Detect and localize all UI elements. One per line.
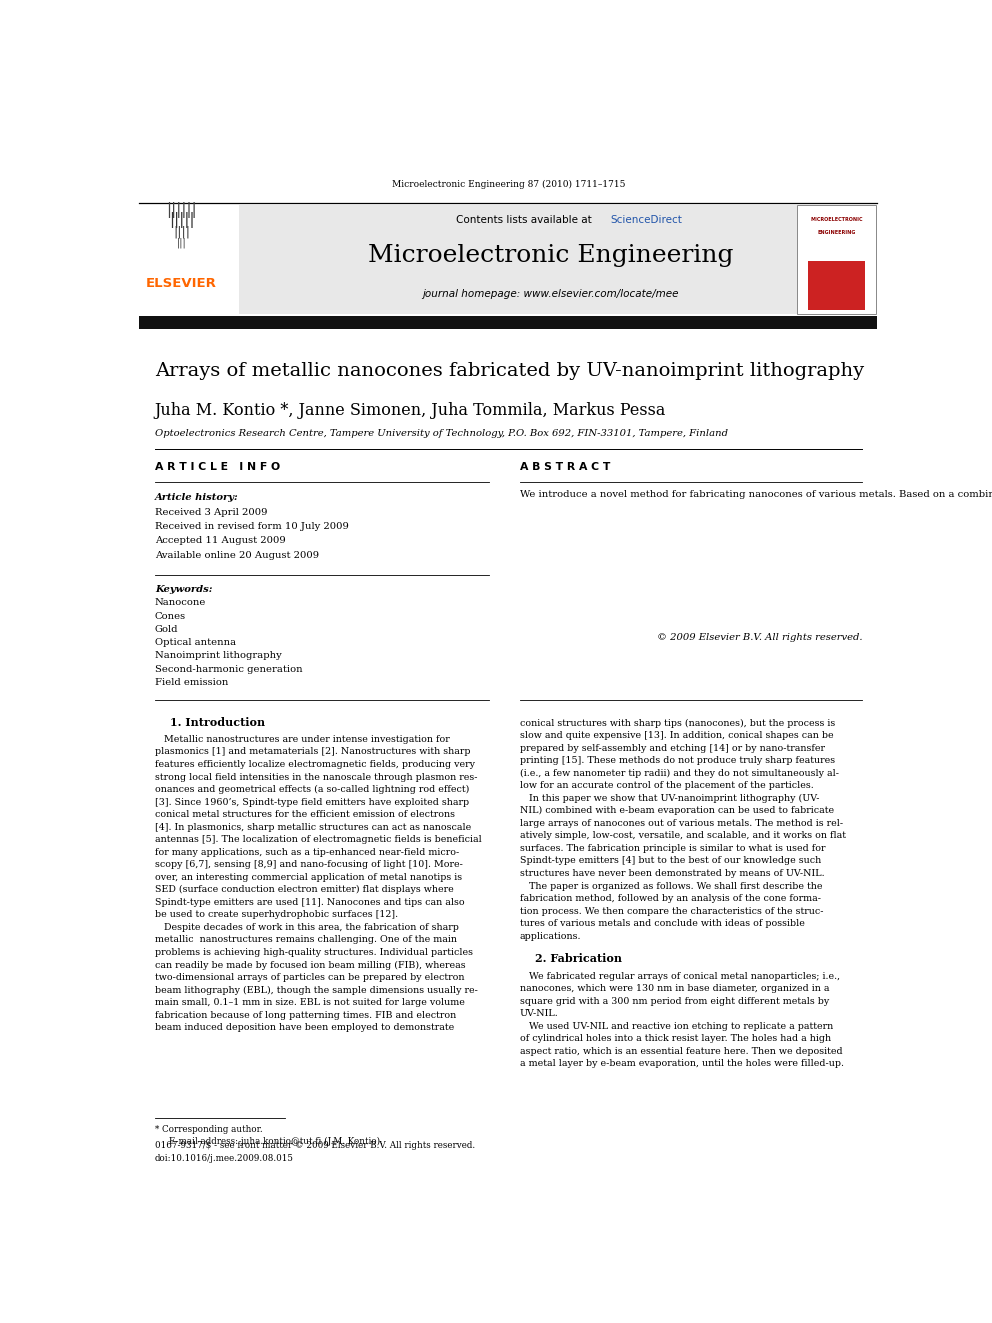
Text: a metal layer by e-beam evaporation, until the holes were filled-up.: a metal layer by e-beam evaporation, unt… bbox=[520, 1060, 844, 1069]
Text: low for an accurate control of the placement of the particles.: low for an accurate control of the place… bbox=[520, 782, 813, 790]
Text: fabrication method, followed by an analysis of the cone forma-: fabrication method, followed by an analy… bbox=[520, 894, 821, 904]
Text: Spindt-type emitters are used [11]. Nanocones and tips can also: Spindt-type emitters are used [11]. Nano… bbox=[155, 898, 464, 906]
Text: beam induced deposition have been employed to demonstrate: beam induced deposition have been employ… bbox=[155, 1023, 454, 1032]
Text: antennas [5]. The localization of electromagnetic fields is beneficial: antennas [5]. The localization of electr… bbox=[155, 835, 481, 844]
Text: The paper is organized as follows. We shall first describe the: The paper is organized as follows. We sh… bbox=[520, 881, 822, 890]
Text: [4]. In plasmonics, sharp metallic structures can act as nanoscale: [4]. In plasmonics, sharp metallic struc… bbox=[155, 823, 471, 832]
Text: 2. Fabrication: 2. Fabrication bbox=[536, 954, 622, 964]
Text: features efficiently localize electromagnetic fields, producing very: features efficiently localize electromag… bbox=[155, 759, 475, 769]
Text: UV-NIL.: UV-NIL. bbox=[520, 1009, 558, 1019]
Text: applications.: applications. bbox=[520, 931, 581, 941]
Text: Spindt-type emitters [4] but to the best of our knowledge such: Spindt-type emitters [4] but to the best… bbox=[520, 856, 821, 865]
Text: problems is achieving high-quality structures. Individual particles: problems is achieving high-quality struc… bbox=[155, 949, 473, 957]
Text: main small, 0.1–1 mm in size. EBL is not suited for large volume: main small, 0.1–1 mm in size. EBL is not… bbox=[155, 998, 464, 1007]
Text: Field emission: Field emission bbox=[155, 677, 228, 687]
Text: large arrays of nanocones out of various metals. The method is rel-: large arrays of nanocones out of various… bbox=[520, 819, 843, 828]
Text: prepared by self-assembly and etching [14] or by nano-transfer: prepared by self-assembly and etching [1… bbox=[520, 744, 825, 753]
Text: |||||: ||||| bbox=[169, 212, 194, 228]
Text: 0167-9317/$ - see front matter © 2009 Elsevier B.V. All rights reserved.: 0167-9317/$ - see front matter © 2009 El… bbox=[155, 1142, 475, 1151]
Text: tures of various metals and conclude with ideas of possible: tures of various metals and conclude wit… bbox=[520, 919, 805, 929]
Text: beam lithography (EBL), though the sample dimensions usually re-: beam lithography (EBL), though the sampl… bbox=[155, 986, 477, 995]
Text: * Corresponding author.: * Corresponding author. bbox=[155, 1125, 262, 1134]
Text: MICROELECTRONIC: MICROELECTRONIC bbox=[810, 217, 863, 222]
Text: Arrays of metallic nanocones fabricated by UV-nanoimprint lithography: Arrays of metallic nanocones fabricated … bbox=[155, 361, 864, 380]
Text: onances and geometrical effects (a so-called lightning rod effect): onances and geometrical effects (a so-ca… bbox=[155, 785, 469, 794]
Text: journal homepage: www.elsevier.com/locate/mee: journal homepage: www.elsevier.com/locat… bbox=[423, 290, 679, 299]
Text: [3]. Since 1960’s, Spindt-type field emitters have exploited sharp: [3]. Since 1960’s, Spindt-type field emi… bbox=[155, 798, 469, 807]
Text: Received 3 April 2009: Received 3 April 2009 bbox=[155, 508, 267, 517]
Text: E-mail address: juha.kontio@tut.fi (J.M. Kontio).: E-mail address: juha.kontio@tut.fi (J.M.… bbox=[169, 1138, 383, 1146]
Text: plasmonics [1] and metamaterials [2]. Nanostructures with sharp: plasmonics [1] and metamaterials [2]. Na… bbox=[155, 747, 470, 757]
Text: Available online 20 August 2009: Available online 20 August 2009 bbox=[155, 550, 318, 560]
Text: printing [15]. These methods do not produce truly sharp features: printing [15]. These methods do not prod… bbox=[520, 757, 835, 765]
Text: over, an interesting commercial application of metal nanotips is: over, an interesting commercial applicat… bbox=[155, 873, 462, 881]
Text: We introduce a novel method for fabricating nanocones of various metals. Based o: We introduce a novel method for fabricat… bbox=[520, 490, 992, 499]
Bar bbox=[139, 316, 877, 329]
Text: Keywords:: Keywords: bbox=[155, 585, 212, 594]
Text: Metallic nanostructures are under intense investigation for: Metallic nanostructures are under intens… bbox=[155, 734, 449, 744]
Text: structures have never been demonstrated by means of UV-NIL.: structures have never been demonstrated … bbox=[520, 869, 824, 878]
Text: Second-harmonic generation: Second-harmonic generation bbox=[155, 664, 303, 673]
Text: © 2009 Elsevier B.V. All rights reserved.: © 2009 Elsevier B.V. All rights reserved… bbox=[657, 632, 862, 642]
Bar bbox=[239, 205, 797, 314]
Text: 1. Introduction: 1. Introduction bbox=[171, 717, 265, 728]
Text: ELSEVIER: ELSEVIER bbox=[146, 277, 217, 290]
Text: Juha M. Kontio *, Janne Simonen, Juha Tommila, Markus Pessa: Juha M. Kontio *, Janne Simonen, Juha To… bbox=[155, 402, 666, 419]
Text: We used UV-NIL and reactive ion etching to replicate a pattern: We used UV-NIL and reactive ion etching … bbox=[520, 1021, 833, 1031]
Text: conical metal structures for the efficient emission of electrons: conical metal structures for the efficie… bbox=[155, 810, 454, 819]
Text: metallic  nanostructures remains challenging. One of the main: metallic nanostructures remains challeng… bbox=[155, 935, 456, 945]
Text: surfaces. The fabrication principle is similar to what is used for: surfaces. The fabrication principle is s… bbox=[520, 844, 825, 853]
Text: Optical antenna: Optical antenna bbox=[155, 638, 236, 647]
Text: square grid with a 300 nm period from eight different metals by: square grid with a 300 nm period from ei… bbox=[520, 996, 829, 1005]
Text: Nanoimprint lithography: Nanoimprint lithography bbox=[155, 651, 282, 660]
Text: ENGINEERING: ENGINEERING bbox=[817, 230, 856, 234]
Text: fabrication because of long patterning times. FIB and electron: fabrication because of long patterning t… bbox=[155, 1011, 456, 1020]
Text: Microelectronic Engineering: Microelectronic Engineering bbox=[368, 243, 733, 267]
Text: of cylindrical holes into a thick resist layer. The holes had a high: of cylindrical holes into a thick resist… bbox=[520, 1035, 831, 1044]
Text: (i.e., a few nanometer tip radii) and they do not simultaneously al-: (i.e., a few nanometer tip radii) and th… bbox=[520, 769, 839, 778]
Text: ||||: |||| bbox=[174, 226, 190, 238]
Text: Optoelectronics Research Centre, Tampere University of Technology, P.O. Box 692,: Optoelectronics Research Centre, Tampere… bbox=[155, 429, 728, 438]
Text: can readily be made by focused ion beam milling (FIB), whereas: can readily be made by focused ion beam … bbox=[155, 960, 465, 970]
Text: slow and quite expensive [13]. In addition, conical shapes can be: slow and quite expensive [13]. In additi… bbox=[520, 732, 833, 740]
Text: be used to create superhydrophobic surfaces [12].: be used to create superhydrophobic surfa… bbox=[155, 910, 398, 919]
Text: We fabricated regular arrays of conical metal nanoparticles; i.e.,: We fabricated regular arrays of conical … bbox=[520, 971, 840, 980]
Text: for many applications, such as a tip-enhanced near-field micro-: for many applications, such as a tip-enh… bbox=[155, 848, 459, 857]
Text: NIL) combined with e-beam evaporation can be used to fabricate: NIL) combined with e-beam evaporation ca… bbox=[520, 806, 834, 815]
Text: SED (surface conduction electron emitter) flat displays where: SED (surface conduction electron emitter… bbox=[155, 885, 453, 894]
Text: conical structures with sharp tips (nanocones), but the process is: conical structures with sharp tips (nano… bbox=[520, 718, 835, 728]
Text: Microelectronic Engineering 87 (2010) 1711–1715: Microelectronic Engineering 87 (2010) 17… bbox=[392, 180, 625, 189]
Text: Despite decades of work in this area, the fabrication of sharp: Despite decades of work in this area, th… bbox=[155, 923, 458, 931]
Text: Accepted 11 August 2009: Accepted 11 August 2009 bbox=[155, 536, 286, 545]
Text: nanocones, which were 130 nm in base diameter, organized in a: nanocones, which were 130 nm in base dia… bbox=[520, 984, 829, 994]
Text: tion process. We then compare the characteristics of the struc-: tion process. We then compare the charac… bbox=[520, 906, 823, 916]
Text: ||||||: |||||| bbox=[167, 201, 197, 218]
Text: In this paper we show that UV-nanoimprint lithography (UV-: In this paper we show that UV-nanoimprin… bbox=[520, 794, 819, 803]
Text: scopy [6,7], sensing [8,9] and nano-focusing of light [10]. More-: scopy [6,7], sensing [8,9] and nano-focu… bbox=[155, 860, 462, 869]
Bar bbox=[798, 205, 876, 314]
Text: Gold: Gold bbox=[155, 624, 179, 634]
Text: A R T I C L E   I N F O: A R T I C L E I N F O bbox=[155, 463, 280, 472]
Text: Nanocone: Nanocone bbox=[155, 598, 206, 607]
Text: Received in revised form 10 July 2009: Received in revised form 10 July 2009 bbox=[155, 523, 348, 531]
Bar bbox=[808, 261, 865, 310]
Text: two-dimensional arrays of particles can be prepared by electron: two-dimensional arrays of particles can … bbox=[155, 972, 464, 982]
Text: aspect ratio, which is an essential feature here. Then we deposited: aspect ratio, which is an essential feat… bbox=[520, 1046, 842, 1056]
Text: Contents lists available at: Contents lists available at bbox=[456, 214, 595, 225]
Text: A B S T R A C T: A B S T R A C T bbox=[520, 463, 610, 472]
Text: Cones: Cones bbox=[155, 611, 186, 620]
Text: Article history:: Article history: bbox=[155, 493, 238, 503]
Text: doi:10.1016/j.mee.2009.08.015: doi:10.1016/j.mee.2009.08.015 bbox=[155, 1154, 294, 1163]
Text: ScienceDirect: ScienceDirect bbox=[610, 214, 682, 225]
Text: |||: ||| bbox=[177, 237, 186, 247]
Text: strong local field intensities in the nanoscale through plasmon res-: strong local field intensities in the na… bbox=[155, 773, 477, 782]
Text: atively simple, low-cost, versatile, and scalable, and it works on flat: atively simple, low-cost, versatile, and… bbox=[520, 831, 846, 840]
